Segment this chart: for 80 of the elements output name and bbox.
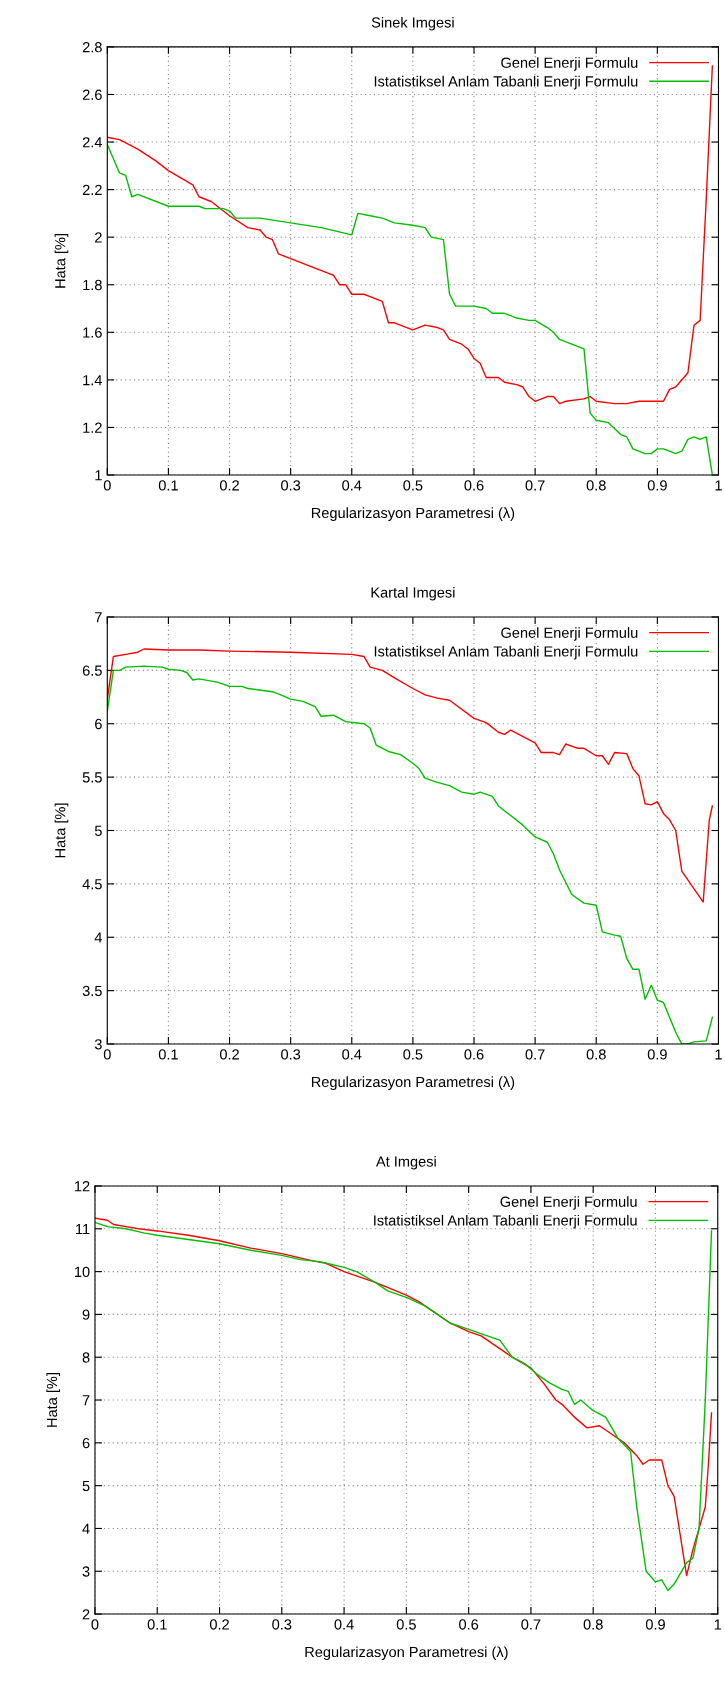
y-tick-label: 5 bbox=[82, 1480, 90, 1492]
y-tick-label: 1 bbox=[95, 470, 102, 481]
chart-title: At Imgesi bbox=[376, 1155, 436, 1170]
y-tick-label: 12 bbox=[75, 1181, 90, 1192]
x-tick-label: 1 bbox=[714, 1619, 722, 1630]
y-tick-label: 6 bbox=[82, 1437, 90, 1449]
x-tick-label: 0.1 bbox=[158, 480, 178, 491]
y-tick-label: 3 bbox=[94, 1039, 102, 1050]
x-tick-label: 0.4 bbox=[342, 1049, 362, 1060]
x-tick-label: 0.5 bbox=[396, 1619, 416, 1630]
legend-label: Genel Enerji Formulu bbox=[501, 627, 638, 641]
legend-label: Istatistiksel Anlam Tabanli Enerji Formulu bbox=[374, 75, 638, 90]
y-tick-label: 1.6 bbox=[83, 327, 102, 338]
x-tick-label: 0.6 bbox=[459, 1619, 479, 1630]
x-tick-label: 0.9 bbox=[645, 1619, 665, 1630]
legend-label: Genel Enerji Formulu bbox=[500, 1196, 637, 1210]
y-tick-label: 10 bbox=[75, 1266, 90, 1278]
x-tick-label: 0.4 bbox=[334, 1619, 354, 1630]
y-tick-label: 1.4 bbox=[83, 375, 103, 386]
x-tick-label: 0.7 bbox=[525, 1049, 545, 1060]
y-tick-label: 2.8 bbox=[82, 42, 102, 53]
x-tick-label: 0 bbox=[103, 480, 111, 491]
x-axis-title: Regularizasyon Parametresi (λ) bbox=[311, 1076, 515, 1090]
y-tick-label: 4 bbox=[82, 1523, 90, 1534]
x-tick-label: 0.7 bbox=[525, 480, 545, 491]
x-axis-title: Regularizasyon Parametresi (λ) bbox=[305, 1646, 508, 1660]
y-tick-label: 5.5 bbox=[82, 772, 102, 783]
y-tick-label: 7 bbox=[82, 1395, 90, 1406]
y-tick-label: 6.5 bbox=[82, 665, 102, 676]
y-tick-label: 11 bbox=[76, 1224, 90, 1235]
y-tick-label: 1.2 bbox=[83, 422, 102, 433]
line-series bbox=[107, 665, 714, 1045]
y-tick-label: 7 bbox=[95, 612, 102, 623]
y-tick-label: 2.2 bbox=[82, 184, 102, 195]
x-tick-label: 0.4 bbox=[342, 480, 362, 491]
x-tick-label: 0 bbox=[103, 1049, 111, 1060]
chart-title: Kartal Imgesi bbox=[371, 586, 455, 601]
y-axis-title: Hata [%] bbox=[46, 1373, 61, 1427]
x-tick-label: 0.2 bbox=[219, 480, 239, 491]
y-tick-label: 6 bbox=[95, 718, 102, 730]
y-tick-label: 4 bbox=[94, 932, 103, 943]
x-tick-label: 0.2 bbox=[209, 1619, 229, 1630]
x-tick-label: 0.8 bbox=[586, 480, 606, 491]
x-tick-label: 0.3 bbox=[281, 480, 301, 491]
x-tick-label: 0.9 bbox=[647, 1049, 667, 1060]
y-tick-label: 2.4 bbox=[82, 137, 103, 148]
y-tick-label: 2 bbox=[82, 1609, 90, 1620]
legend-label: Genel Enerji Formulu bbox=[501, 57, 638, 71]
x-tick-label: 0 bbox=[91, 1619, 99, 1630]
x-tick-label: 0.5 bbox=[403, 480, 423, 491]
line-series bbox=[107, 143, 714, 475]
x-tick-label: 0.1 bbox=[147, 1619, 167, 1630]
y-tick-label: 3 bbox=[82, 1566, 90, 1577]
x-tick-label: 1 bbox=[715, 1049, 722, 1060]
x-tick-label: 0.3 bbox=[281, 1049, 301, 1060]
x-axis-title: Regularizasyon Parametresi (λ) bbox=[311, 507, 515, 521]
y-tick-label: 9 bbox=[82, 1309, 90, 1320]
y-axis-title: Hata [%] bbox=[54, 234, 69, 288]
chart-title: Sinek Imgesi bbox=[371, 16, 454, 31]
x-tick-label: 0.8 bbox=[586, 1049, 606, 1060]
x-tick-label: 0.5 bbox=[403, 1049, 423, 1060]
legend-label: Istatistiksel Anlam Tabanli Enerji Formulu bbox=[374, 645, 638, 660]
x-tick-label: 0.2 bbox=[219, 1049, 239, 1060]
x-tick-label: 0.3 bbox=[272, 1619, 292, 1630]
x-tick-label: 0.9 bbox=[647, 480, 667, 491]
x-tick-label: 0.6 bbox=[464, 1049, 484, 1060]
y-tick-label: 3.5 bbox=[82, 985, 102, 997]
x-tick-label: 0.6 bbox=[464, 480, 484, 491]
x-tick-label: 1 bbox=[715, 480, 722, 491]
x-tick-label: 0.1 bbox=[158, 1049, 178, 1060]
x-tick-label: 0.7 bbox=[521, 1619, 541, 1630]
legend-label: Istatistiksel Anlam Tabanli Enerji Formulu bbox=[374, 1214, 637, 1229]
y-tick-label: 4.5 bbox=[82, 879, 102, 890]
y-axis-title: Hata [%] bbox=[54, 803, 69, 858]
y-tick-label: 2 bbox=[95, 232, 102, 243]
y-tick-label: 5 bbox=[94, 825, 102, 836]
y-tick-label: 8 bbox=[82, 1352, 90, 1363]
y-tick-label: 2.6 bbox=[82, 89, 102, 100]
y-tick-label: 1.8 bbox=[83, 279, 102, 291]
x-tick-label: 0.8 bbox=[583, 1619, 603, 1630]
